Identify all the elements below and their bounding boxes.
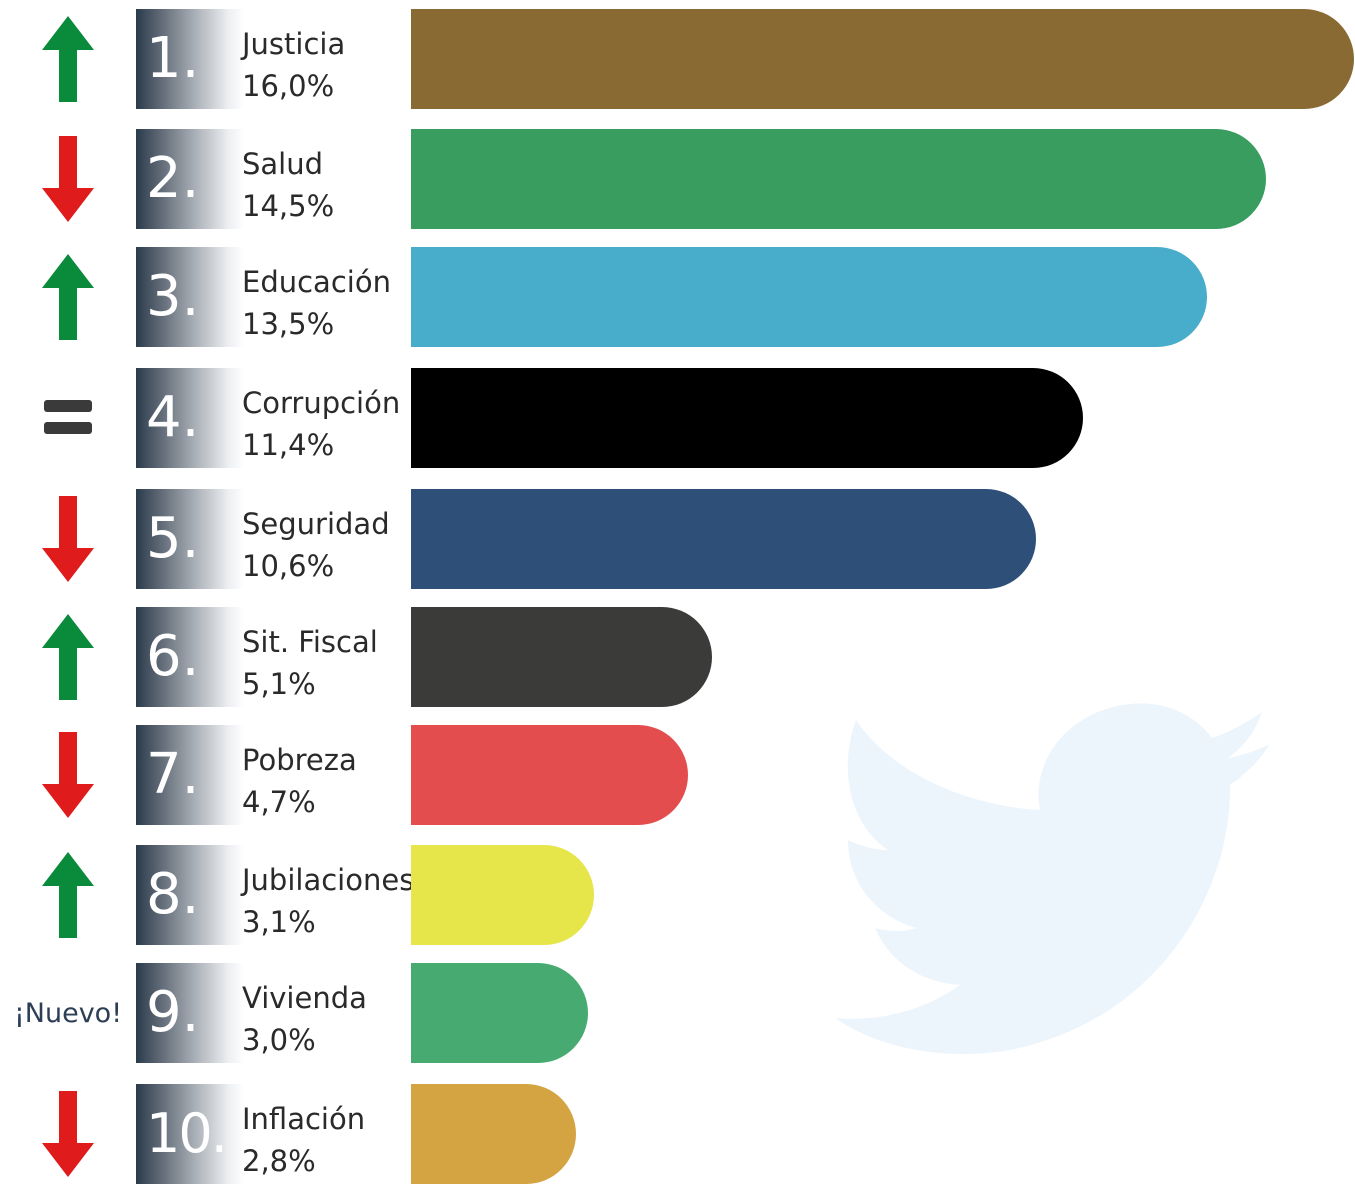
chart-row: 4. Corrupción 11,4%: [0, 368, 1355, 468]
bar: [411, 247, 1207, 347]
rank-box: [136, 9, 244, 109]
category-label: Inflación: [242, 1102, 366, 1136]
category-label: Salud: [242, 147, 324, 181]
rank-number: 7.: [146, 742, 200, 807]
chart-row: 10. Inflación 2,8%: [0, 1084, 1355, 1184]
category-label: Jubilaciones: [242, 863, 415, 897]
bar-shape: [411, 725, 688, 825]
value-label: 11,4%: [242, 428, 335, 462]
category-label: Vivienda: [242, 981, 367, 1015]
value-label: 16,0%: [242, 69, 335, 103]
value-label: 4,7%: [242, 785, 316, 819]
chart-row: ¡Nuevo! 9. Vivienda 3,0%: [0, 963, 1355, 1063]
bar-shape: [411, 845, 594, 945]
bar: [411, 1084, 576, 1184]
arrow-up-icon: [0, 9, 136, 109]
bar-shape: [411, 963, 588, 1063]
bar: [411, 129, 1266, 229]
bar: [411, 9, 1354, 109]
value-label: 3,1%: [242, 905, 316, 939]
rank-number: 2.: [146, 146, 200, 211]
category-label: Corrupción: [242, 386, 401, 420]
chart-row: 6. Sit. Fiscal 5,1%: [0, 607, 1355, 707]
chart-row: 8. Jubilaciones 3,1%: [0, 845, 1355, 945]
new-badge: ¡Nuevo!: [0, 963, 136, 1063]
rank-box: [136, 845, 244, 945]
equals-icon: [0, 368, 136, 468]
bar: [411, 845, 594, 945]
value-label: 10,6%: [242, 549, 335, 583]
rank-number: 4.: [146, 385, 200, 450]
rank-box: [136, 129, 244, 229]
rank-number: 6.: [146, 624, 200, 689]
twitter-bird-icon: [835, 703, 1270, 1055]
bar-shape: [411, 607, 712, 707]
bar: [411, 725, 688, 825]
rank-number: 1.: [146, 26, 200, 91]
bar-shape: [411, 129, 1266, 229]
bar: [411, 368, 1083, 468]
rank-number: 8.: [146, 862, 200, 927]
rank-box: [136, 725, 244, 825]
bar: [411, 489, 1036, 589]
bar: [411, 607, 712, 707]
category-label: Seguridad: [242, 507, 390, 541]
rank-number: 9.: [146, 980, 200, 1045]
arrow-down-icon: [0, 725, 136, 825]
chart-row: 5. Seguridad 10,6%: [0, 489, 1355, 589]
category-label: Justicia: [242, 27, 346, 61]
bar-shape: [411, 368, 1083, 468]
rank-box: [136, 607, 244, 707]
rank-box: [136, 368, 244, 468]
arrow-down-icon: [0, 1084, 136, 1184]
category-label: Pobreza: [242, 743, 357, 777]
rank-box: [136, 1084, 244, 1184]
bar-shape: [411, 247, 1207, 347]
chart-row: 2. Salud 14,5%: [0, 129, 1355, 229]
value-label: 3,0%: [242, 1023, 316, 1057]
value-label: 13,5%: [242, 307, 335, 341]
arrow-up-icon: [0, 607, 136, 707]
rank-number: 3.: [146, 264, 200, 329]
rank-number: 5.: [146, 506, 200, 571]
arrow-up-icon: [0, 247, 136, 347]
bar-shape: [411, 1084, 576, 1184]
rank-box: [136, 247, 244, 347]
chart-row: 7. Pobreza 4,7%: [0, 725, 1355, 825]
bar-shape: [411, 489, 1036, 589]
new-label: ¡Nuevo!: [13, 997, 123, 1029]
value-label: 5,1%: [242, 667, 316, 701]
rank-box: [136, 963, 244, 1063]
chart-row: 3. Educación 13,5%: [0, 247, 1355, 347]
bar-shape: [411, 9, 1354, 109]
category-label: Educación: [242, 265, 391, 299]
arrow-up-icon: [0, 845, 136, 945]
value-label: 2,8%: [242, 1144, 316, 1178]
bar: [411, 963, 588, 1063]
rank-number: 10.: [146, 1102, 228, 1165]
category-label: Sit. Fiscal: [242, 625, 378, 659]
arrow-down-icon: [0, 129, 136, 229]
chart-row: 1. Justicia 16,0%: [0, 9, 1355, 109]
arrow-down-icon: [0, 489, 136, 589]
value-label: 14,5%: [242, 189, 335, 223]
rank-box: [136, 489, 244, 589]
